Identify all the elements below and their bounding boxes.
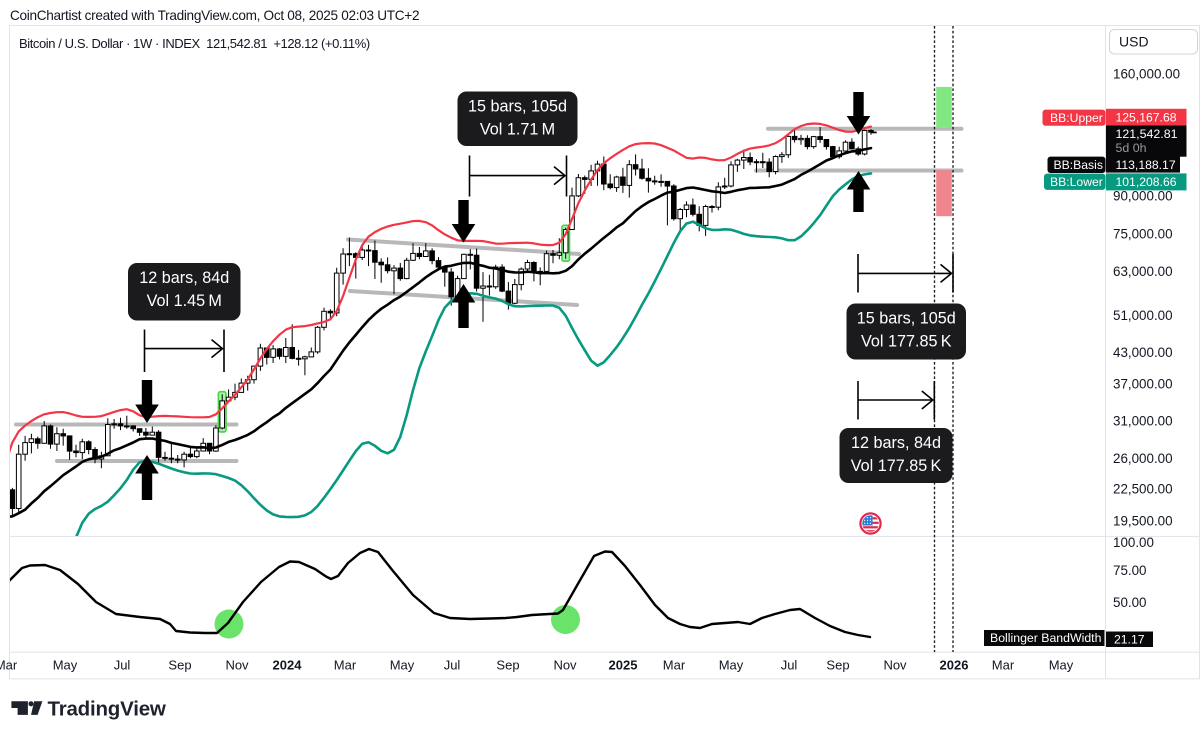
svg-text:CoinChartist created with Trad: CoinChartist created with TradingView.co… — [10, 8, 419, 23]
svg-text:125,167.68: 125,167.68 — [1116, 111, 1177, 125]
svg-text:90,000.00: 90,000.00 — [1113, 189, 1173, 204]
svg-text:21.17: 21.17 — [1114, 633, 1145, 647]
svg-text:May: May — [53, 658, 78, 673]
svg-text:Vol 1.45 M: Vol 1.45 M — [147, 292, 222, 310]
svg-text:Nov: Nov — [225, 658, 249, 673]
svg-text:BB:Lower: BB:Lower — [1050, 175, 1103, 189]
svg-text:2026: 2026 — [940, 658, 969, 673]
svg-text:Jul: Jul — [781, 658, 798, 673]
svg-text:2024: 2024 — [273, 658, 303, 673]
svg-text:May: May — [1049, 658, 1074, 673]
svg-text:BB:Basis: BB:Basis — [1054, 158, 1103, 172]
svg-text:Sep: Sep — [496, 658, 519, 673]
svg-text:Bollinger BandWidth: Bollinger BandWidth — [990, 631, 1102, 645]
svg-text:Bitcoin / U.S. Dollar · 1W · I: Bitcoin / U.S. Dollar · 1W · INDEX 121,5… — [19, 36, 370, 51]
svg-text:2025: 2025 — [609, 658, 638, 673]
svg-text:100.00: 100.00 — [1113, 535, 1154, 550]
svg-text:Mar: Mar — [663, 658, 686, 673]
svg-text:Mar: Mar — [334, 658, 357, 673]
svg-text:5d 0h: 5d 0h — [1116, 141, 1147, 155]
svg-text:Vol 177.85 K: Vol 177.85 K — [851, 457, 942, 475]
svg-text:Nov: Nov — [553, 658, 577, 673]
svg-text:USD: USD — [1119, 34, 1149, 50]
svg-text:37,000.00: 37,000.00 — [1113, 377, 1173, 392]
svg-text:Vol 177.85 K: Vol 177.85 K — [861, 333, 952, 351]
svg-text:51,000.00: 51,000.00 — [1113, 308, 1173, 323]
svg-text:Sep: Sep — [168, 658, 191, 673]
svg-text:Nov: Nov — [883, 658, 907, 673]
svg-text:31,000.00: 31,000.00 — [1113, 414, 1173, 429]
svg-text:121,542.81: 121,542.81 — [1116, 127, 1178, 141]
svg-text:Mar: Mar — [0, 658, 18, 673]
svg-text:12 bars, 84d: 12 bars, 84d — [139, 269, 229, 287]
svg-text:160,000.00: 160,000.00 — [1113, 67, 1180, 82]
svg-text:113,188.17: 113,188.17 — [1116, 158, 1176, 172]
svg-text:May: May — [390, 658, 415, 673]
svg-text:15 bars, 105d: 15 bars, 105d — [468, 97, 567, 115]
svg-text:TradingView: TradingView — [48, 697, 166, 720]
svg-text:75.00: 75.00 — [1113, 563, 1147, 578]
svg-text:15 bars, 105d: 15 bars, 105d — [857, 309, 956, 327]
svg-text:26,000.00: 26,000.00 — [1113, 451, 1173, 466]
svg-text:Vol 1.71 M: Vol 1.71 M — [480, 121, 555, 139]
svg-text:12 bars, 84d: 12 bars, 84d — [851, 434, 941, 452]
svg-text:Mar: Mar — [992, 658, 1015, 673]
svg-text:BB:Upper: BB:Upper — [1050, 111, 1103, 125]
svg-text:22,500.00: 22,500.00 — [1113, 482, 1173, 497]
svg-text:75,000.00: 75,000.00 — [1113, 227, 1173, 242]
svg-text:101,208.66: 101,208.66 — [1116, 175, 1177, 189]
svg-text:Jul: Jul — [444, 658, 461, 673]
svg-text:19,500.00: 19,500.00 — [1113, 513, 1173, 528]
svg-text:May: May — [719, 658, 744, 673]
svg-text:Sep: Sep — [826, 658, 849, 673]
svg-text:43,000.00: 43,000.00 — [1113, 345, 1173, 360]
svg-text:Jul: Jul — [114, 658, 131, 673]
svg-text:50.00: 50.00 — [1113, 595, 1147, 610]
svg-text:63,000.00: 63,000.00 — [1113, 264, 1173, 279]
